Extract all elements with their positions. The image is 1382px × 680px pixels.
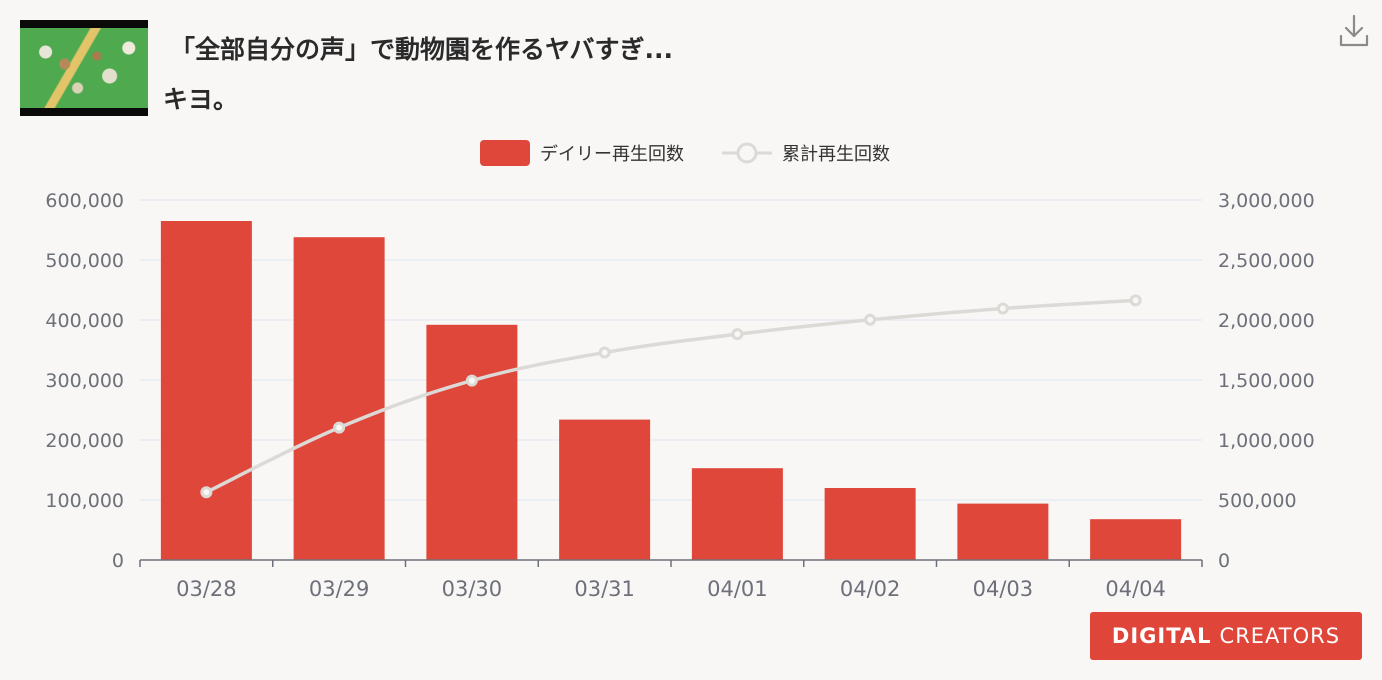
thumbnail-image — [20, 28, 148, 108]
legend-item-cumulative[interactable]: 累計再生回数 — [722, 140, 890, 166]
bar — [957, 503, 1049, 560]
legend-swatch-bar — [480, 140, 530, 166]
y-left-tick-label: 0 — [112, 550, 124, 572]
brand-logo: DIGITAL CREATORS — [1090, 612, 1362, 660]
line-point — [996, 302, 1009, 315]
x-tick-label: 03/30 — [442, 577, 503, 601]
legend-swatch-line — [722, 142, 772, 164]
bar — [160, 221, 252, 560]
line-point — [200, 486, 213, 499]
bar — [1090, 519, 1182, 560]
x-tick-label: 04/04 — [1105, 577, 1166, 601]
x-tick-label: 03/29 — [309, 577, 370, 601]
line-point — [333, 421, 346, 434]
cumulative-line — [205, 298, 1136, 494]
y-left-tick-label: 100,000 — [45, 490, 124, 512]
y-right-tick-label: 2,000,000 — [1218, 310, 1315, 332]
legend-label-cumulative: 累計再生回数 — [782, 144, 890, 165]
x-tick-label: 04/01 — [707, 577, 768, 601]
bar — [691, 468, 783, 560]
y-right-tick-label: 1,500,000 — [1218, 370, 1315, 392]
line-point — [598, 346, 611, 359]
chart-legend: デイリー再生回数 累計再生回数 — [0, 140, 1382, 170]
legend-item-daily[interactable]: デイリー再生回数 — [480, 140, 684, 166]
video-thumbnail[interactable] — [20, 20, 148, 116]
x-tick-label: 04/03 — [973, 577, 1034, 601]
channel-name: キヨ。 — [163, 85, 239, 114]
line-point — [1129, 294, 1142, 307]
line-point — [465, 374, 478, 387]
y-left-tick-label: 300,000 — [45, 370, 124, 392]
download-icon[interactable] — [1338, 14, 1370, 48]
y-left-tick-label: 600,000 — [45, 190, 124, 212]
y-left-tick-label: 200,000 — [45, 430, 124, 452]
x-tick-label: 03/31 — [574, 577, 635, 601]
y-left-tick-label: 400,000 — [45, 310, 124, 332]
bar — [293, 237, 385, 560]
bar — [426, 324, 518, 560]
y-left-tick-label: 500,000 — [45, 250, 124, 272]
bar — [559, 419, 651, 560]
y-right-tick-label: 500,000 — [1218, 490, 1297, 512]
x-tick-label: 03/28 — [176, 577, 237, 601]
legend-label-daily: デイリー再生回数 — [540, 144, 684, 165]
brand-logo-part1: DIGITAL — [1111, 624, 1212, 648]
y-right-tick-label: 1,000,000 — [1218, 430, 1315, 452]
line-point — [731, 328, 744, 341]
y-right-tick-label: 2,500,000 — [1218, 250, 1315, 272]
y-right-tick-label: 3,000,000 — [1218, 190, 1315, 212]
y-right-tick-label: 0 — [1218, 550, 1230, 572]
x-tick-label: 04/02 — [840, 577, 901, 601]
video-title: 「全部自分の声」で動物園を作るヤバすぎ... — [170, 35, 673, 64]
brand-logo-part2: CREATORS — [1219, 624, 1341, 648]
bar — [824, 488, 916, 560]
line-point — [864, 313, 877, 326]
